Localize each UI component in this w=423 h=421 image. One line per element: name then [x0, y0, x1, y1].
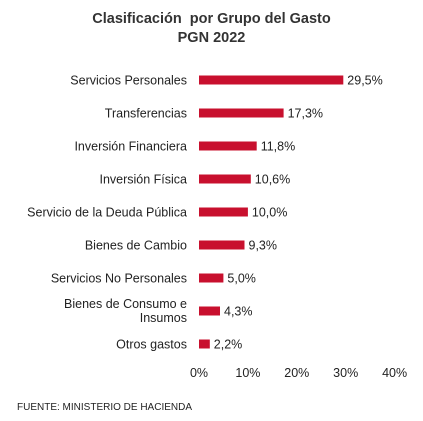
bar: [199, 174, 251, 184]
x-tick-label: 40%: [382, 366, 407, 380]
data-label: 5,0%: [227, 272, 256, 286]
bar: [199, 141, 257, 151]
x-tick-label: 10%: [235, 366, 260, 380]
data-label: 4,3%: [224, 305, 253, 319]
x-tick-label: 0%: [190, 366, 208, 380]
data-label: 10,6%: [255, 173, 290, 187]
data-label: 10,0%: [252, 206, 287, 220]
bar-chart: Servicios Personales 29,5% Transferencias 1…: [27, 74, 407, 381]
bar: [199, 75, 344, 85]
data-label: 9,3%: [249, 239, 278, 253]
category-label: Transferencias: [105, 107, 187, 121]
data-label: 29,5%: [347, 74, 382, 88]
bar: [199, 207, 248, 217]
chart-title-block: Clasificación por Grupo del Gasto PGN 20…: [0, 10, 423, 48]
bar: [199, 273, 224, 283]
bar: [199, 108, 284, 118]
category-label: Inversión Financiera: [74, 140, 187, 154]
category-label: Servicios Personales: [70, 74, 187, 88]
category-label: Servicios No Personales: [51, 272, 187, 286]
bar: [199, 306, 220, 316]
data-label: 2,2%: [214, 338, 243, 352]
data-label: 11,8%: [261, 140, 296, 154]
category-label: Servicio de la Deuda Pública: [27, 206, 187, 220]
x-tick-label: 30%: [333, 366, 358, 380]
category-label: Inversión Física: [99, 173, 187, 187]
bar: [199, 240, 245, 250]
chart-subtitle: PGN 2022: [177, 30, 246, 46]
category-label: Bienes de Consumo e Insumos: [64, 297, 187, 325]
category-label: Otros gastos: [116, 338, 187, 352]
data-label: 17,3%: [288, 107, 323, 121]
source-note: FUENTE: MINISTERIO DE HACIENDA: [17, 402, 193, 413]
chart-title: Clasificación por Grupo del Gasto: [92, 11, 331, 27]
x-tick-label: 20%: [284, 366, 309, 380]
bar: [199, 339, 210, 349]
category-label: Bienes de Cambio: [85, 239, 187, 253]
